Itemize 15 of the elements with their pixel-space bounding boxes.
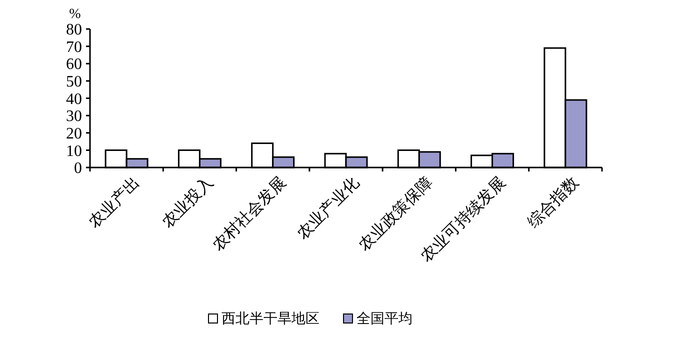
y-tick-label: 0 — [74, 160, 82, 178]
x-tick-label: 农业产出 — [85, 174, 144, 232]
legend-label: 全国平均 — [356, 311, 412, 327]
y-tick-label: 60 — [66, 56, 82, 74]
legend-label: 西北半干旱地区 — [222, 311, 320, 327]
y-tick-label: 80 — [66, 22, 82, 39]
y-tick-label: 40 — [66, 90, 82, 108]
y-tick-label: 20 — [66, 125, 82, 142]
y-tick-label: 30 — [66, 108, 82, 126]
y-tick-label: 50 — [66, 74, 82, 91]
y-axis-title: % — [69, 7, 82, 22]
y-tick-label: 10 — [66, 142, 82, 160]
x-tick-label: 综合指数 — [524, 174, 582, 232]
y-tick-label: 70 — [66, 38, 82, 56]
x-tick-label: 农业投入 — [158, 174, 216, 232]
